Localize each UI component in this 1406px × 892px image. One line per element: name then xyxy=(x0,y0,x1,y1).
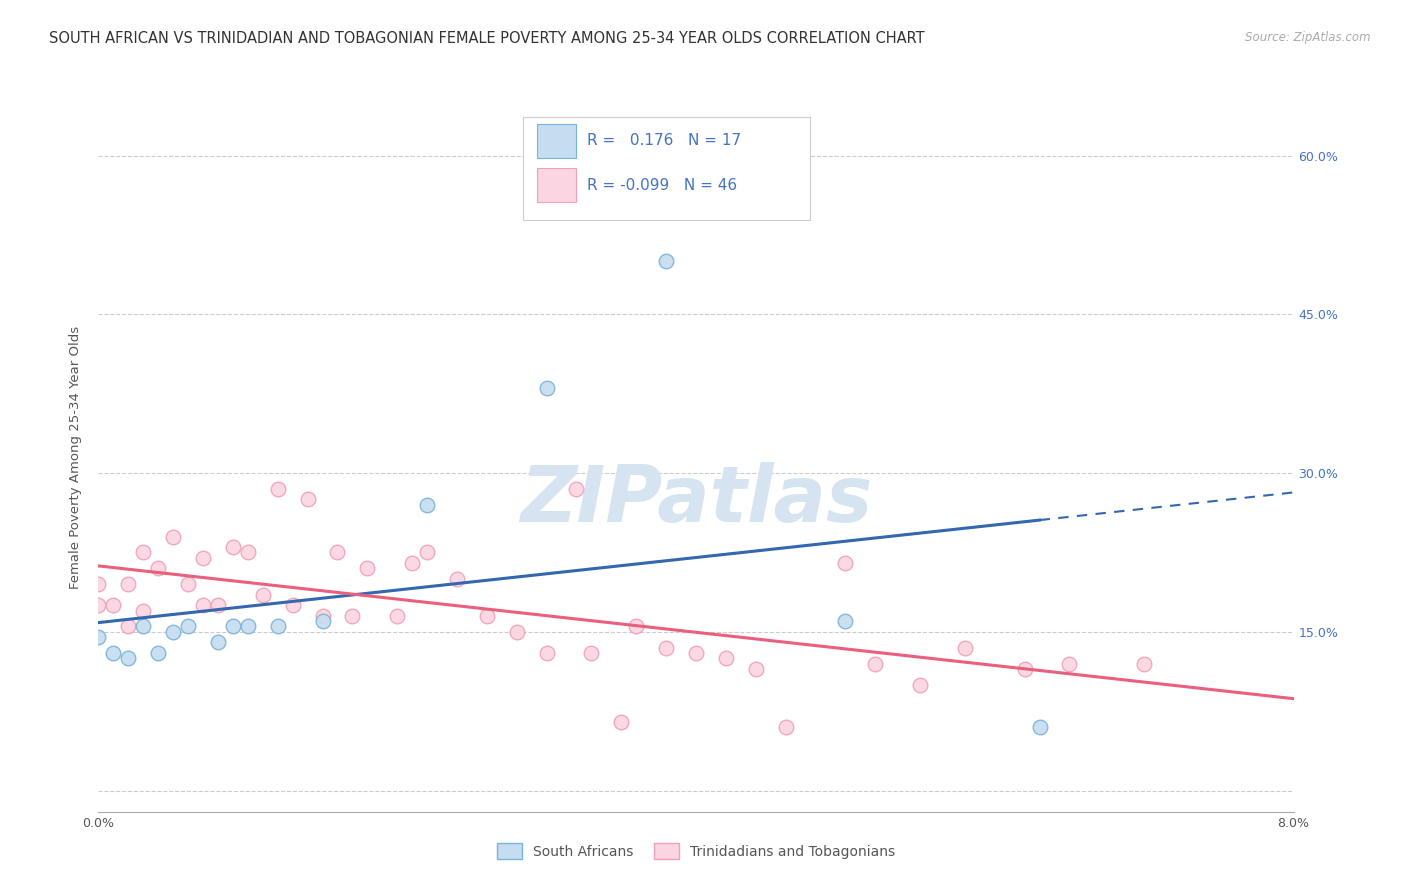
Point xyxy=(87,599,110,613)
Point xyxy=(506,624,529,639)
Text: R = -0.099   N = 46: R = -0.099 N = 46 xyxy=(588,178,738,193)
Text: Source: ZipAtlas.com: Source: ZipAtlas.com xyxy=(1246,31,1371,45)
Point xyxy=(267,619,290,633)
Text: ZIPatlas: ZIPatlas xyxy=(520,462,872,538)
Point xyxy=(655,254,678,268)
Point xyxy=(87,577,110,591)
Point xyxy=(162,624,184,639)
Point xyxy=(953,640,976,655)
Point xyxy=(191,550,214,565)
Point xyxy=(1059,657,1081,671)
Point xyxy=(177,577,200,591)
Point xyxy=(1014,662,1036,676)
Point xyxy=(416,498,439,512)
Point xyxy=(222,619,245,633)
Legend: South Africans, Trinidadians and Tobagonians: South Africans, Trinidadians and Tobagon… xyxy=(491,838,901,865)
Point xyxy=(132,619,155,633)
Point xyxy=(446,572,468,586)
Point xyxy=(117,619,139,633)
Point xyxy=(252,588,274,602)
Point xyxy=(655,640,678,655)
Point xyxy=(865,657,887,671)
Point xyxy=(281,599,304,613)
Point xyxy=(162,529,184,543)
Point xyxy=(385,608,409,623)
Point xyxy=(87,630,110,644)
Point xyxy=(416,545,439,559)
Point xyxy=(148,646,170,660)
Point xyxy=(834,614,856,628)
Point xyxy=(117,577,139,591)
Point xyxy=(311,608,333,623)
Point xyxy=(103,646,125,660)
Text: SOUTH AFRICAN VS TRINIDADIAN AND TOBAGONIAN FEMALE POVERTY AMONG 25-34 YEAR OLDS: SOUTH AFRICAN VS TRINIDADIAN AND TOBAGON… xyxy=(49,31,925,46)
Point xyxy=(356,561,378,575)
Point xyxy=(745,662,768,676)
Point xyxy=(775,720,797,734)
Point xyxy=(626,619,648,633)
Point xyxy=(222,540,245,554)
Point xyxy=(132,604,155,618)
Point xyxy=(267,482,290,496)
Point xyxy=(326,545,349,559)
Point xyxy=(565,482,588,496)
Point xyxy=(148,561,170,575)
Point xyxy=(132,545,155,559)
Point xyxy=(475,608,498,623)
Point xyxy=(581,646,603,660)
Point xyxy=(536,646,558,660)
Point xyxy=(1133,657,1156,671)
Point xyxy=(685,646,707,660)
Point xyxy=(834,556,856,570)
Point xyxy=(1028,720,1050,734)
Point xyxy=(610,714,633,729)
Text: R =   0.176   N = 17: R = 0.176 N = 17 xyxy=(588,133,741,148)
Point xyxy=(207,599,229,613)
Point xyxy=(342,608,364,623)
Y-axis label: Female Poverty Among 25-34 Year Olds: Female Poverty Among 25-34 Year Olds xyxy=(69,326,83,589)
Point xyxy=(177,619,200,633)
Point xyxy=(191,599,214,613)
Point xyxy=(117,651,139,665)
Point xyxy=(297,492,319,507)
Point xyxy=(236,545,259,559)
Point xyxy=(236,619,259,633)
Point xyxy=(401,556,423,570)
Point xyxy=(103,599,125,613)
Point xyxy=(311,614,333,628)
Point xyxy=(536,381,558,395)
Point xyxy=(714,651,737,665)
Point xyxy=(908,678,931,692)
Point xyxy=(207,635,229,649)
